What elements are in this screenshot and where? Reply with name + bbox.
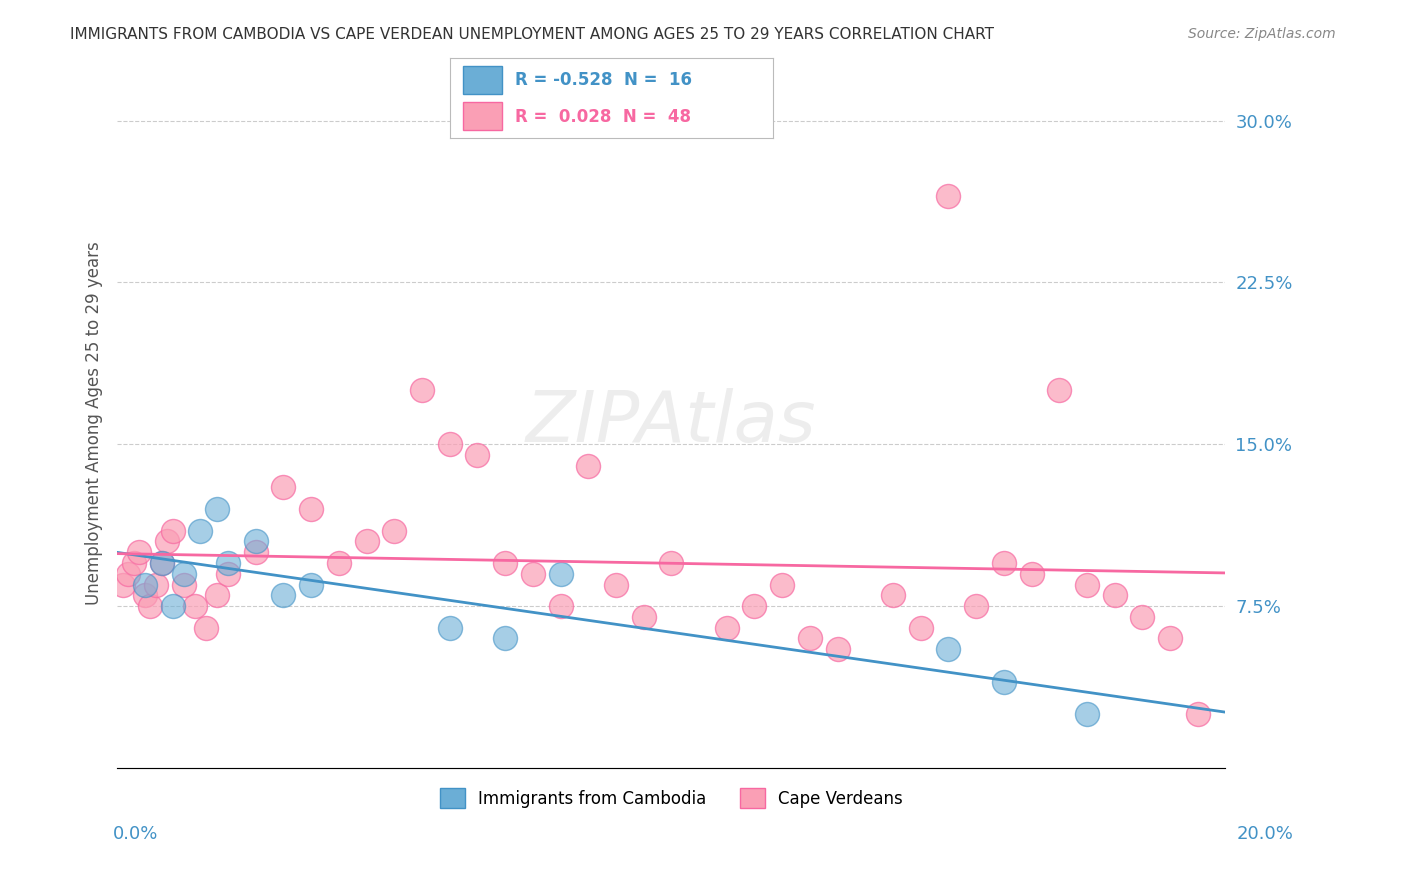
Point <box>633 610 655 624</box>
Point <box>993 556 1015 570</box>
Text: 0.0%: 0.0% <box>112 825 157 843</box>
Point <box>576 458 599 473</box>
Point <box>1021 566 1043 581</box>
Point <box>134 588 156 602</box>
Point <box>299 502 322 516</box>
Point <box>150 556 173 570</box>
Point <box>799 632 821 646</box>
Point <box>205 502 228 516</box>
Text: ZIPAtlas: ZIPAtlas <box>526 388 817 458</box>
Point <box>145 577 167 591</box>
Point <box>744 599 766 613</box>
Point <box>382 524 405 538</box>
Point <box>938 189 960 203</box>
Point <box>162 524 184 538</box>
Text: R =  0.028  N =  48: R = 0.028 N = 48 <box>515 108 690 126</box>
Point <box>910 621 932 635</box>
Point <box>1187 706 1209 721</box>
Point <box>139 599 162 613</box>
Point <box>299 577 322 591</box>
Point <box>1130 610 1153 624</box>
Bar <box>463 66 502 95</box>
Text: IMMIGRANTS FROM CAMBODIA VS CAPE VERDEAN UNEMPLOYMENT AMONG AGES 25 TO 29 YEARS : IMMIGRANTS FROM CAMBODIA VS CAPE VERDEAN… <box>70 27 994 42</box>
Text: 20.0%: 20.0% <box>1237 825 1294 843</box>
Point <box>122 556 145 570</box>
Point <box>150 556 173 570</box>
Point <box>1076 706 1098 721</box>
Bar <box>463 103 502 130</box>
Point <box>1104 588 1126 602</box>
Point <box>273 588 295 602</box>
Point <box>188 524 211 538</box>
Point <box>439 621 461 635</box>
Point <box>128 545 150 559</box>
Point <box>134 577 156 591</box>
Point <box>993 674 1015 689</box>
Point <box>882 588 904 602</box>
Point <box>550 566 572 581</box>
Point <box>605 577 627 591</box>
Legend: Immigrants from Cambodia, Cape Verdeans: Immigrants from Cambodia, Cape Verdeans <box>433 781 910 815</box>
Point <box>827 642 849 657</box>
Point <box>1047 384 1070 398</box>
Point <box>770 577 793 591</box>
Point <box>111 577 134 591</box>
Text: Source: ZipAtlas.com: Source: ZipAtlas.com <box>1188 27 1336 41</box>
Point <box>439 437 461 451</box>
Point <box>467 448 489 462</box>
Point <box>550 599 572 613</box>
Point <box>217 566 239 581</box>
Point <box>356 534 378 549</box>
Y-axis label: Unemployment Among Ages 25 to 29 years: Unemployment Among Ages 25 to 29 years <box>86 241 103 605</box>
Point <box>1076 577 1098 591</box>
Point <box>117 566 139 581</box>
Point <box>522 566 544 581</box>
Point <box>411 384 433 398</box>
Point <box>205 588 228 602</box>
Point <box>716 621 738 635</box>
Point <box>173 566 195 581</box>
Point <box>245 545 267 559</box>
Point <box>162 599 184 613</box>
Text: R = -0.528  N =  16: R = -0.528 N = 16 <box>515 71 692 89</box>
Point <box>494 632 516 646</box>
Point <box>965 599 987 613</box>
Point <box>1159 632 1181 646</box>
Point <box>173 577 195 591</box>
Point <box>194 621 217 635</box>
Point <box>938 642 960 657</box>
Point <box>217 556 239 570</box>
Point <box>328 556 350 570</box>
Point <box>494 556 516 570</box>
Point <box>245 534 267 549</box>
Point <box>184 599 207 613</box>
Point <box>156 534 179 549</box>
Point <box>273 480 295 494</box>
Point <box>659 556 682 570</box>
